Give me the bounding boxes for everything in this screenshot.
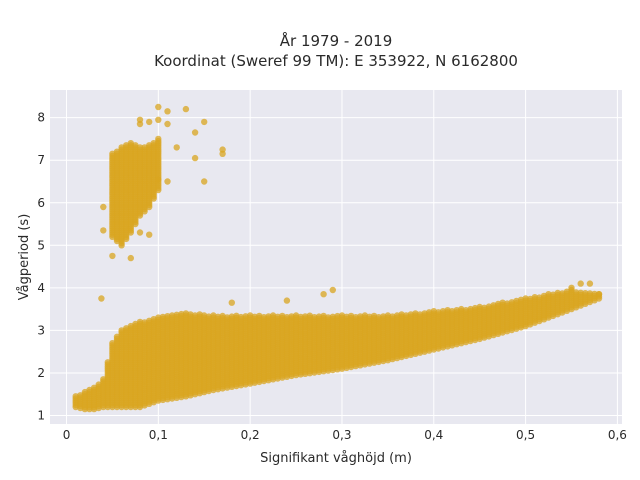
data-point	[100, 227, 107, 234]
x-tick-label: 0,2	[241, 428, 260, 442]
data-point	[201, 178, 208, 185]
y-tick-label: 5	[37, 238, 45, 252]
x-tick-label: 0,3	[332, 428, 351, 442]
data-point	[568, 284, 575, 291]
chart-title-line2: Koordinat (Sweref 99 TM): E 353922, N 61…	[154, 52, 518, 70]
y-tick-label: 7	[37, 153, 45, 167]
data-point	[136, 116, 144, 124]
data-point	[329, 286, 336, 294]
data-point	[595, 291, 603, 298]
data-point	[164, 108, 171, 115]
data-point	[155, 176, 162, 183]
x-tick-label: 0,6	[608, 428, 627, 442]
data-point	[182, 105, 190, 113]
data-point	[173, 144, 180, 151]
data-point	[191, 129, 199, 136]
data-point	[228, 299, 235, 306]
data-point	[219, 150, 226, 157]
data-point	[164, 178, 171, 185]
data-point	[146, 118, 153, 126]
x-tick-label: 0,5	[516, 428, 535, 442]
data-point	[136, 229, 144, 236]
x-axis-title: Signifikant våghöjd (m)	[260, 451, 412, 466]
y-tick-label: 6	[37, 196, 45, 210]
data-points	[72, 103, 603, 413]
data-point	[320, 291, 327, 298]
x-tick-label: 0,4	[424, 428, 443, 442]
data-point	[155, 103, 162, 111]
x-tick-labels: 0 0,1 0,2 0,3 0,4 0,5 0,6	[63, 428, 627, 442]
data-point	[201, 118, 208, 126]
data-point	[586, 280, 594, 287]
y-tick-label: 4	[37, 281, 45, 295]
x-tick-label: 0,1	[149, 428, 168, 442]
data-point	[98, 295, 105, 302]
y-tick-label: 8	[37, 111, 45, 125]
y-axis-title: Vågperiod (s)	[17, 214, 32, 301]
data-point	[109, 252, 116, 260]
chart-title-line1: År 1979 - 2019	[280, 31, 393, 50]
data-point	[155, 116, 162, 124]
data-point	[127, 254, 134, 262]
data-point	[164, 120, 171, 128]
y-tick-label: 3	[37, 323, 45, 337]
y-tick-label: 2	[37, 366, 45, 380]
x-tick-label: 0	[63, 428, 71, 442]
y-tick-label: 1	[37, 408, 45, 422]
data-point	[283, 297, 291, 304]
y-tick-labels: 1 2 3 4 5 6 7 8	[37, 111, 45, 423]
data-point	[191, 154, 199, 162]
data-point	[146, 231, 153, 238]
data-point	[100, 203, 107, 211]
data-point	[155, 135, 162, 143]
data-point	[577, 280, 584, 287]
